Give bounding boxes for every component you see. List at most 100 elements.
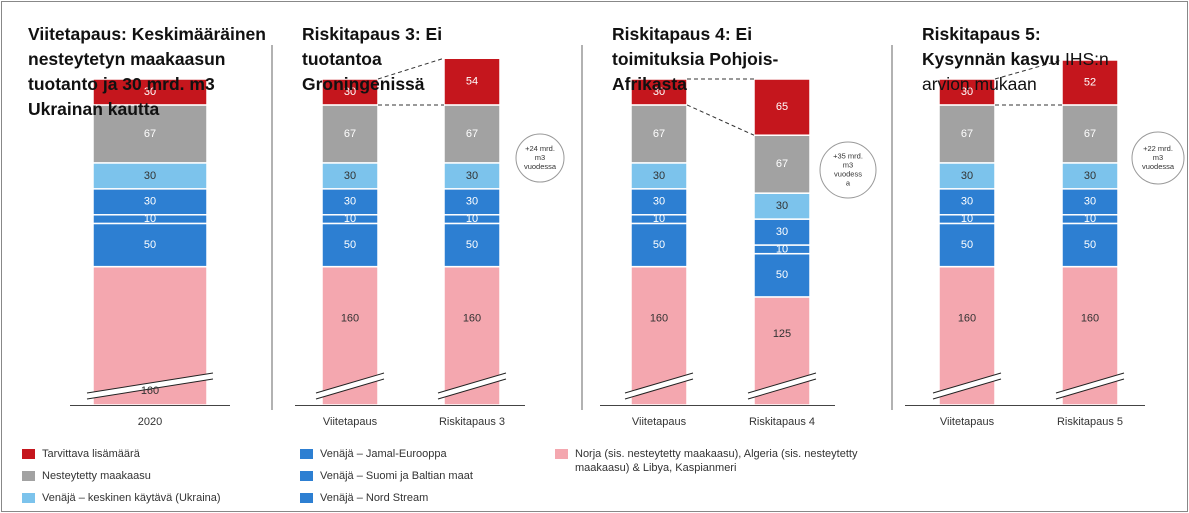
axis-break: [86, 372, 214, 400]
data-label: 30: [466, 196, 478, 208]
data-label: 67: [344, 128, 356, 140]
data-label: 50: [144, 239, 156, 251]
data-label: 160: [463, 313, 481, 325]
legend-label: Venäjä – Suomi ja Baltian maat: [320, 470, 473, 482]
data-label: 30: [776, 200, 788, 212]
data-label: 30: [344, 86, 356, 98]
break-line: [1055, 378, 1125, 400]
break-band: [1056, 373, 1124, 399]
data-label: 160: [1081, 313, 1099, 325]
data-label: 50: [961, 239, 973, 251]
bar-segment: [1061, 104, 1119, 164]
data-label: 30: [466, 170, 478, 182]
break-band: [933, 373, 1001, 399]
break-band: [625, 373, 693, 399]
data-label: 50: [344, 239, 356, 251]
bar-segment: [630, 222, 688, 268]
data-label: 50: [653, 239, 665, 251]
bar-segment: [753, 192, 811, 220]
axis-break: [624, 372, 694, 400]
bar-segment: [938, 78, 996, 106]
data-label: 160: [650, 313, 668, 325]
data-label: 10: [466, 213, 478, 225]
legend-swatch: [300, 449, 313, 459]
data-label: 30: [961, 196, 973, 208]
bar-segment: [443, 222, 501, 268]
bar-segment: [92, 222, 208, 268]
legend-swatch: [555, 449, 568, 459]
data-label: 50: [1084, 239, 1096, 251]
x-tick-label: Riskitapaus 3: [439, 416, 505, 428]
axis-break: [315, 372, 385, 400]
data-label: 10: [144, 213, 156, 225]
data-label: 50: [776, 269, 788, 281]
bar-segment: [321, 78, 379, 106]
break-line: [86, 378, 214, 400]
bar-segment: [92, 104, 208, 164]
data-label: 67: [776, 158, 788, 170]
data-label: 67: [144, 128, 156, 140]
data-label: 10: [653, 213, 665, 225]
axis-break: [1055, 372, 1125, 400]
data-label: 67: [961, 128, 973, 140]
data-label: 30: [144, 86, 156, 98]
annotation-line: vuodessa: [524, 162, 557, 171]
break-line: [86, 372, 214, 394]
annotation-line: m3: [535, 153, 545, 162]
annotation: +35 mrd. m3 vuodess a: [833, 151, 863, 187]
annotation-line: vuodess: [834, 169, 862, 178]
bar-segment: [443, 57, 501, 106]
axis-break: [437, 372, 507, 400]
annotation-circle: [1131, 131, 1185, 185]
data-label: 67: [1084, 128, 1096, 140]
legend-swatch: [300, 493, 313, 503]
bar-segment: [938, 188, 996, 216]
chart-title: Riskitapaus 3: Ei tuotantoa Groningeniss…: [302, 24, 443, 94]
annotation-line: m3: [843, 160, 853, 169]
data-label: 67: [653, 128, 665, 140]
x-tick-label: Riskitapaus 5: [1057, 416, 1123, 428]
bar-segment: [753, 218, 811, 246]
x-tick-label: Viitetapaus: [940, 416, 995, 428]
bar-segment: [321, 222, 379, 268]
data-label: 52: [1084, 76, 1096, 88]
break-line: [437, 372, 507, 394]
legend-label: Norja (sis. nesteytetty maakaasu), Alger…: [575, 448, 858, 474]
bar-segment: [630, 78, 688, 106]
x-tick-label: 2020: [138, 416, 162, 428]
break-band: [748, 373, 816, 399]
x-tick-label: Riskitapaus 4: [749, 416, 815, 428]
break-line: [624, 372, 694, 394]
data-label: 10: [776, 243, 788, 255]
data-label: 30: [653, 86, 665, 98]
data-label: 160: [341, 313, 359, 325]
chart-title: Riskitapaus 5: Kysynnän kasvu IHS:n arvi…: [922, 22, 1127, 97]
annotation-line: +22 mrd.: [1143, 144, 1173, 153]
bar-segment: [321, 162, 379, 190]
annotation-line: m3: [1153, 153, 1163, 162]
annotation-line: a: [846, 178, 851, 187]
data-label: 30: [344, 170, 356, 182]
data-label: 10: [961, 213, 973, 225]
title-main: Riskitapaus 5: Kysynnän kasvu: [922, 24, 1061, 69]
data-label: 65: [776, 101, 788, 113]
legend-label: Venäjä – Nord Stream: [320, 492, 429, 504]
x-tick-label: Viitetapaus: [632, 416, 687, 428]
break-line: [932, 378, 1002, 400]
bar-segment: [443, 188, 501, 216]
data-label: 125: [773, 328, 791, 340]
bar-segment: [630, 162, 688, 190]
data-label: 30: [144, 170, 156, 182]
x-tick-label: Viitetapaus: [323, 416, 378, 428]
bar-segment: [938, 104, 996, 164]
break-line: [1055, 372, 1125, 394]
legend-swatch: [22, 493, 35, 503]
data-label: 30: [653, 170, 665, 182]
annotation-line: +35 mrd.: [833, 151, 863, 160]
legend-label: Venäjä – Jamal-Eurooppa: [320, 448, 447, 460]
data-label: 10: [1084, 213, 1096, 225]
break-line: [315, 378, 385, 400]
connector: [377, 57, 445, 80]
break-band: [87, 373, 213, 399]
